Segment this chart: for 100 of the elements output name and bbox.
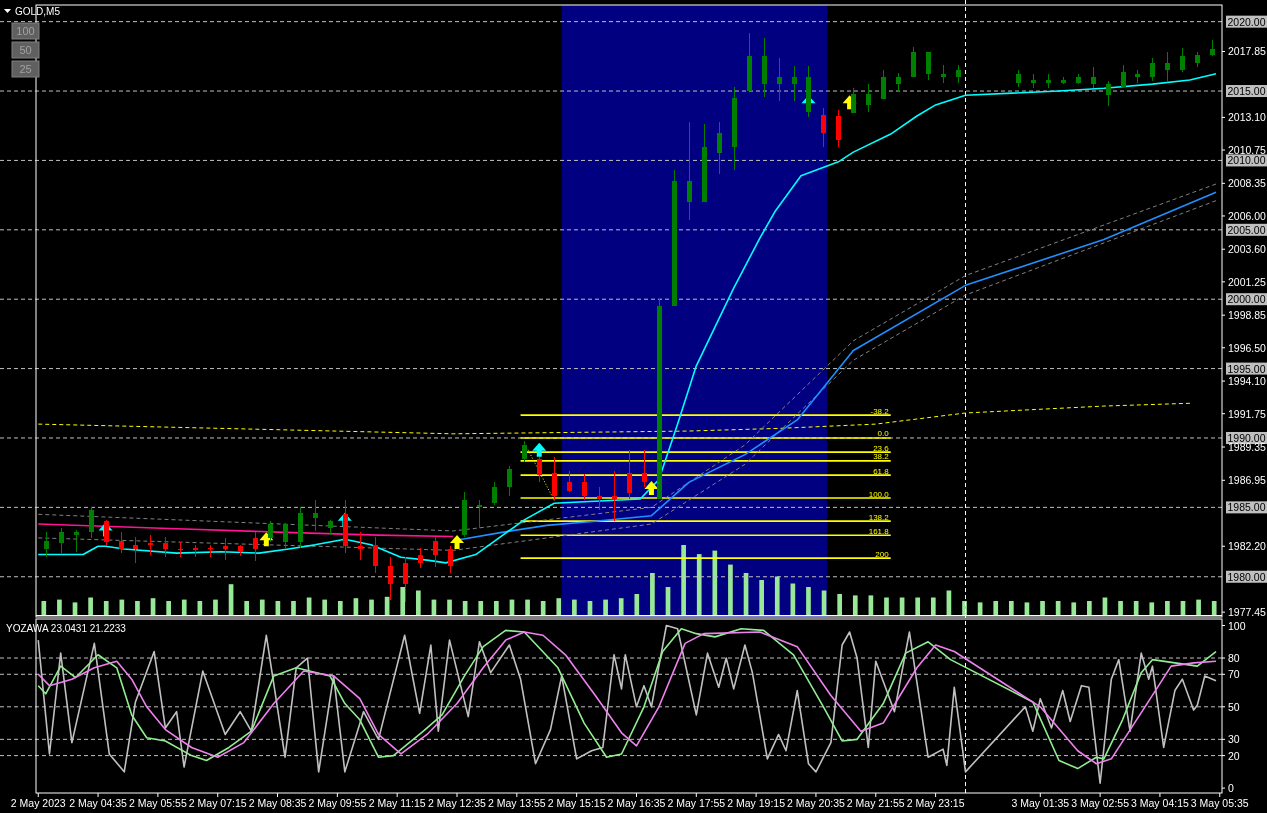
candlestick xyxy=(388,556,393,601)
bar xyxy=(556,598,562,615)
bar xyxy=(88,597,93,615)
candlestick xyxy=(1091,66,1096,89)
line-series xyxy=(37,72,1217,564)
bar xyxy=(884,597,889,615)
bar xyxy=(540,601,546,615)
bar xyxy=(1133,601,1139,615)
bar xyxy=(603,599,608,615)
bar xyxy=(478,601,484,615)
candlestick xyxy=(881,69,886,100)
candlestick xyxy=(582,473,587,501)
candlestick xyxy=(44,531,49,558)
candlestick xyxy=(1165,51,1170,82)
annotation: 100.0 xyxy=(868,489,890,499)
ref-line-label: 1990.00 xyxy=(1227,431,1266,444)
ref-line-label: 2020.00 xyxy=(1227,15,1266,28)
y-tick-label: 80 xyxy=(1228,652,1240,665)
bar xyxy=(494,601,499,615)
bar xyxy=(119,599,125,615)
candlestick xyxy=(597,486,602,511)
bar xyxy=(525,599,530,615)
y-tick-label: 0 xyxy=(1228,782,1234,795)
bar xyxy=(1008,601,1014,615)
candlestick xyxy=(836,109,841,148)
bar xyxy=(572,599,577,615)
x-tick-label: 3 May 01:35 xyxy=(1011,797,1070,809)
bar xyxy=(806,587,811,615)
annotation: 61.8 xyxy=(873,466,890,476)
bar xyxy=(369,599,374,615)
bar xyxy=(103,601,109,615)
x-tick-label: 2 May 2023 xyxy=(10,797,66,809)
bar xyxy=(41,601,47,615)
candlestick xyxy=(777,57,782,102)
x-tick-label: 3 May 02:55 xyxy=(1071,797,1130,809)
bar xyxy=(1196,599,1201,615)
candlestick xyxy=(148,534,153,556)
bar xyxy=(244,601,250,615)
y-tick-label: 1986.95 xyxy=(1228,474,1267,487)
candlestick xyxy=(268,520,273,543)
candlestick xyxy=(59,527,64,554)
text: 50 xyxy=(19,44,32,56)
bar xyxy=(634,594,640,615)
bar xyxy=(993,601,999,615)
bar xyxy=(135,601,140,615)
bar xyxy=(1165,601,1170,615)
y-tick-label: 2006.00 xyxy=(1228,209,1267,222)
y-tick-label: 2001.25 xyxy=(1228,275,1267,288)
x-tick-label: 2 May 13:55 xyxy=(487,797,546,809)
y-tick-label: 20 xyxy=(1228,749,1240,762)
candlestick xyxy=(866,83,871,113)
annotation: -38.2 xyxy=(870,406,890,416)
text: 25 xyxy=(19,63,32,75)
x-tick-label: 2 May 09:55 xyxy=(308,797,367,809)
candlestick xyxy=(403,556,408,603)
y-tick-label: 2010.75 xyxy=(1228,144,1267,157)
annotation: 38.2 xyxy=(873,452,890,462)
candlestick xyxy=(492,481,497,506)
x-tick-label: 2 May 07:15 xyxy=(188,797,247,809)
bar xyxy=(447,599,452,615)
x-tick-label: 2 May 19:15 xyxy=(727,797,786,809)
y-tick-label: 70 xyxy=(1228,668,1240,681)
candlestick xyxy=(373,536,378,574)
x-tick-label: 2 May 20:35 xyxy=(787,797,845,809)
candlestick xyxy=(433,536,438,568)
bar xyxy=(1211,601,1217,615)
y-tick-label: 30 xyxy=(1228,733,1240,746)
x-tick-label: 2 May 21:55 xyxy=(846,797,905,809)
y-tick-label: 1996.50 xyxy=(1228,341,1267,354)
candlestick xyxy=(627,449,632,500)
bar xyxy=(213,599,218,615)
candlestick xyxy=(507,465,512,497)
bar xyxy=(337,601,343,615)
ref-line-label: 1980.00 xyxy=(1227,570,1266,583)
chart-title: YOZAWA 23.0431 21.2233 xyxy=(6,623,127,634)
bar xyxy=(696,554,702,615)
ref-line-label: 2010.00 xyxy=(1227,154,1266,167)
x-tick-label: 2 May 11:15 xyxy=(368,797,426,809)
candlestick xyxy=(792,65,797,102)
point xyxy=(450,535,465,550)
ref-line-label: 1985.00 xyxy=(1227,501,1266,514)
candlestick xyxy=(926,51,931,81)
bar xyxy=(166,601,171,615)
y-tick-label: 2003.60 xyxy=(1228,243,1267,256)
candlestick xyxy=(896,72,901,93)
y-tick-label: 1982.20 xyxy=(1228,540,1267,553)
y-tick-label: 1998.85 xyxy=(1228,309,1267,322)
y-tick-label: 2017.85 xyxy=(1228,45,1267,58)
candlestick xyxy=(253,531,258,562)
candlestick xyxy=(283,522,288,549)
candlestick xyxy=(89,506,94,539)
y-tick-label: 2013.10 xyxy=(1228,111,1267,124)
line-series xyxy=(37,402,1191,435)
bar xyxy=(759,580,764,615)
candlestick xyxy=(522,440,527,463)
bar xyxy=(712,550,718,615)
bar xyxy=(291,601,296,615)
ref-line-label: 2015.00 xyxy=(1227,85,1266,98)
candlestick xyxy=(1180,47,1185,73)
bar xyxy=(915,597,921,615)
